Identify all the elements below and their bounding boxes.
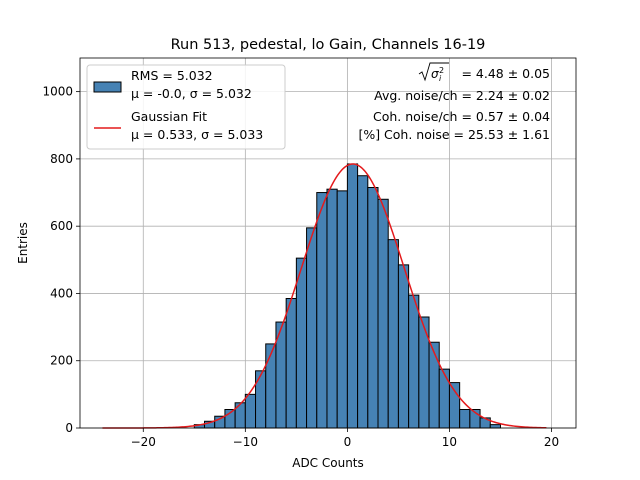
x-tick-label: −20 bbox=[131, 435, 156, 449]
histogram-bar bbox=[367, 187, 379, 429]
histogram-bar bbox=[244, 393, 257, 429]
x-axis-label: ADC Counts bbox=[292, 456, 364, 470]
x-tick-label: 20 bbox=[544, 435, 559, 449]
histogram-bar bbox=[265, 343, 277, 429]
y-tick-label: 600 bbox=[50, 219, 73, 233]
noise-annotations: σ 2 i = 4.48 ± 0.05 Avg. noise/ch = 2.24… bbox=[358, 62, 550, 142]
coh-noise-text: Coh. noise/ch = 0.57 ± 0.04 bbox=[373, 109, 550, 124]
histogram-bar bbox=[346, 163, 359, 429]
legend-fit-stats: μ = 0.533, σ = 5.033 bbox=[131, 127, 263, 142]
sigma-value-text: = 4.48 ± 0.05 bbox=[461, 66, 550, 81]
svg-text:2: 2 bbox=[439, 66, 444, 75]
histogram-bar bbox=[377, 198, 389, 429]
chart-title: Run 513, pedestal, lo Gain, Channels 16-… bbox=[171, 37, 486, 53]
histogram-bar bbox=[295, 257, 308, 429]
histogram-bar bbox=[316, 192, 328, 429]
histogram-bar bbox=[438, 368, 450, 429]
x-axis-ticks: −20 −10 0 10 20 bbox=[131, 428, 559, 449]
legend-rms-label: RMS = 5.032 bbox=[131, 68, 213, 83]
plot-frame bbox=[79, 57, 577, 429]
legend: RMS = 5.032 μ = -0.0, σ = 5.032 Gaussian… bbox=[86, 64, 286, 150]
y-axis-ticks: 0 200 400 600 800 1000 bbox=[42, 85, 80, 435]
y-tick-label: 400 bbox=[50, 286, 73, 300]
y-tick-label: 1000 bbox=[42, 85, 73, 99]
histogram-bar bbox=[357, 175, 369, 429]
x-tick-label: 0 bbox=[344, 435, 352, 449]
histogram-bar bbox=[306, 227, 318, 429]
histogram-bar bbox=[448, 382, 461, 429]
y-tick-label: 800 bbox=[50, 152, 73, 166]
histogram-bar bbox=[428, 341, 440, 429]
x-tick-label: −10 bbox=[233, 435, 258, 449]
y-tick-label: 200 bbox=[50, 354, 73, 368]
svg-text:σ: σ bbox=[431, 67, 439, 81]
sqrt-sigma-symbol: σ 2 i bbox=[418, 62, 449, 83]
avg-noise-text: Avg. noise/ch = 2.24 ± 0.02 bbox=[374, 88, 550, 103]
histogram-bar bbox=[255, 370, 267, 429]
legend-rms-stats: μ = -0.0, σ = 5.032 bbox=[131, 86, 252, 101]
histogram-bar bbox=[489, 424, 501, 429]
y-tick-label: 0 bbox=[65, 421, 73, 435]
gaussian-fit-curve bbox=[102, 163, 547, 429]
legend-fit-label: Gaussian Fit bbox=[131, 109, 207, 124]
histogram-bar bbox=[408, 294, 420, 429]
svg-text:i: i bbox=[439, 74, 442, 83]
histogram-bar bbox=[459, 409, 471, 429]
x-tick-label: 10 bbox=[442, 435, 457, 449]
histogram-bar bbox=[326, 188, 338, 429]
histogram-bar bbox=[285, 298, 297, 429]
histogram-bar bbox=[336, 190, 348, 429]
y-axis-label: Entries bbox=[16, 222, 30, 264]
legend-rms-patch bbox=[93, 81, 122, 93]
histogram-bar bbox=[387, 239, 399, 429]
histogram-bar bbox=[397, 264, 410, 429]
histogram-bar bbox=[418, 316, 430, 429]
legend-box bbox=[86, 64, 286, 150]
coh-percent-text: [%] Coh. noise = 25.53 ± 1.61 bbox=[358, 127, 550, 142]
